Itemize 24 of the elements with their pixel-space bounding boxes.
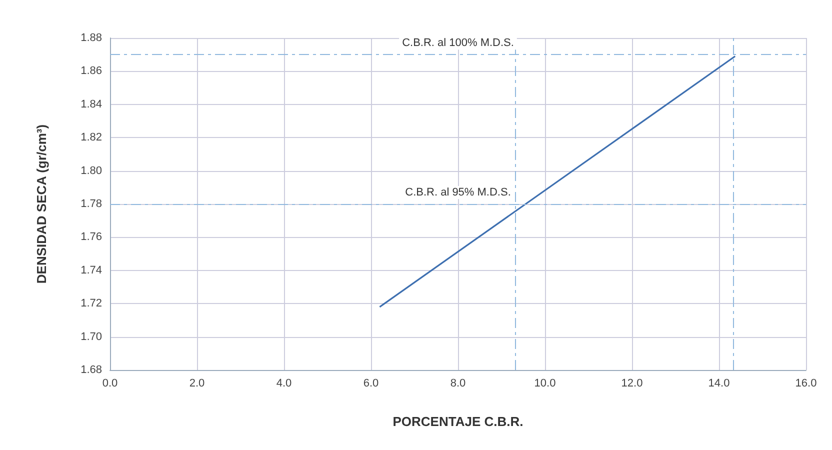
y-tick-label: 1.68 <box>80 364 102 376</box>
x-tick-label: 8.0 <box>450 378 466 390</box>
y-tick-label: 1.88 <box>80 32 102 44</box>
y-tick-label: 1.78 <box>80 198 102 210</box>
x-tick-label: 2.0 <box>189 378 205 390</box>
ref-line-label: C.B.R. al 95% M.D.S. <box>405 186 511 198</box>
x-tick-label: 4.0 <box>276 378 292 390</box>
x-tick-label: 12.0 <box>621 378 643 390</box>
y-tick-label: 1.72 <box>80 298 102 310</box>
y-tick-label: 1.80 <box>80 164 102 177</box>
y-tick-label: 1.82 <box>80 132 102 144</box>
x-tick-label: 10.0 <box>534 378 556 390</box>
x-axis-title: PORCENTAJE C.B.R. <box>392 414 524 429</box>
y-tick-label: 1.70 <box>80 330 102 343</box>
y-tick-label: 1.86 <box>80 65 102 78</box>
y-tick-label: 1.76 <box>80 231 102 244</box>
x-tick-label: 14.0 <box>708 378 730 390</box>
x-tick-label: 16.0 <box>795 378 817 390</box>
x-tick-label: 6.0 <box>363 378 379 390</box>
ref-line-label: C.B.R. al 100% M.D.S. <box>402 37 514 50</box>
x-tick-label: 0.0 <box>102 378 118 390</box>
y-tick-label: 1.84 <box>80 98 102 110</box>
y-axis-title: DENSIDAD SECA (gr/cm³) <box>34 124 49 284</box>
y-tick-label: 1.74 <box>80 264 102 276</box>
